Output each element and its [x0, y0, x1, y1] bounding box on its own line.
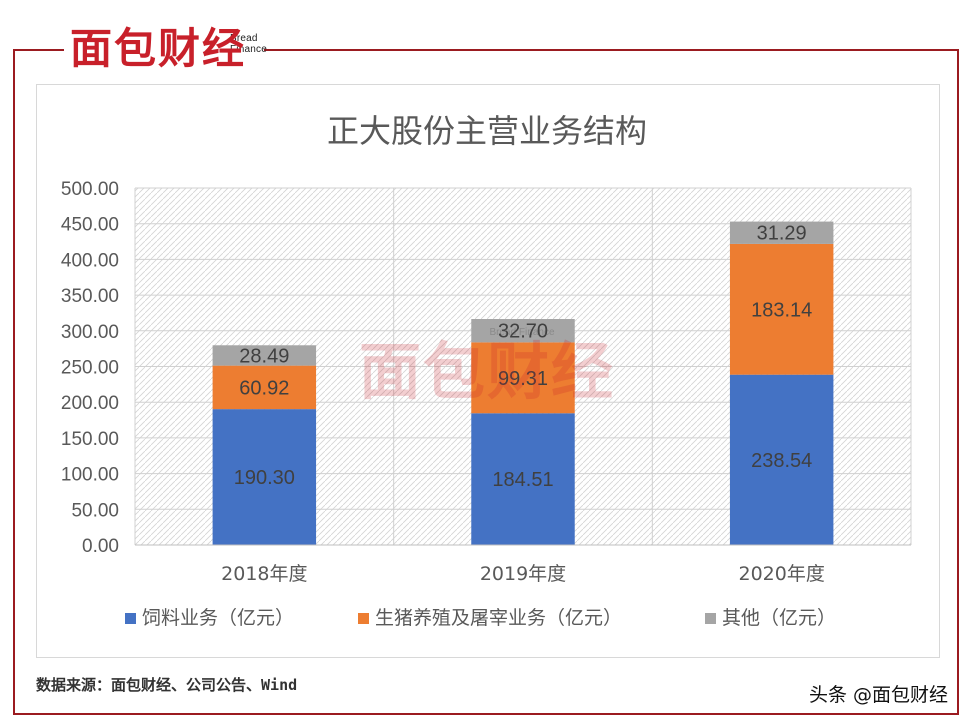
y-tick-label: 350.00	[61, 286, 119, 307]
data-label: 99.31	[498, 368, 548, 390]
y-tick-label: 0.00	[82, 536, 119, 557]
y-tick-label: 50.00	[71, 500, 119, 521]
bar-series: 190.30 60.92 28.49 184.51 99.31 32.70 238.54 18…	[212, 221, 834, 545]
brand-chinese-name: 面包财经	[70, 24, 247, 73]
y-tick-label: 200.00	[61, 393, 119, 414]
brand-logo: Bread Finance	[64, 22, 267, 82]
legend-swatch	[358, 613, 369, 624]
x-tick-label: 2018年度	[221, 563, 307, 585]
chart-container: 正大股份主营业务结构 0.00 50.00 100.00 150.00 200.00 25…	[36, 84, 940, 658]
y-tick-label: 150.00	[61, 429, 119, 450]
y-tick-label: 500.00	[61, 179, 119, 200]
author-credit: 头条 @面包财经	[808, 684, 948, 706]
watermark-english: Bread Finance	[489, 327, 554, 338]
bar-segment	[729, 221, 834, 244]
watermark: 面包财经	[359, 335, 615, 408]
bar-segment	[729, 243, 834, 375]
y-tick-label: 250.00	[61, 358, 119, 379]
bar-segment	[212, 365, 317, 410]
legend: 饲料业务（亿元） 生猪养殖及屠宰业务（亿元） 其他（亿元）	[125, 607, 836, 629]
x-axis-ticks: 2018年度 2019年度 2020年度	[135, 544, 911, 585]
data-label: 60.92	[239, 377, 289, 399]
bar-segment	[212, 409, 317, 545]
bar-segment	[212, 345, 317, 366]
bar-segment	[729, 374, 834, 545]
x-tick-label: 2019年度	[480, 563, 566, 585]
data-label: 31.29	[757, 223, 807, 245]
data-label: 190.30	[234, 467, 295, 489]
data-source-note: 数据来源：面包财经、公司公告、Wind	[36, 676, 298, 694]
data-label: 32.70	[498, 321, 548, 343]
data-label: 238.54	[751, 450, 812, 472]
data-label: 184.51	[492, 469, 553, 491]
y-axis-ticks: 0.00 50.00 100.00 150.00 200.00 250.00 300.00 3…	[61, 179, 119, 557]
bar-segment	[471, 319, 575, 343]
legend-label: 饲料业务（亿元）	[142, 607, 294, 629]
y-tick-label: 400.00	[61, 250, 119, 271]
data-label: 28.49	[239, 345, 289, 367]
legend-label: 其他（亿元）	[722, 607, 836, 629]
legend-swatch	[705, 613, 716, 624]
data-label: 183.14	[751, 299, 812, 321]
stacked-bar-chart: 正大股份主营业务结构 0.00 50.00 100.00 150.00 200.00 25…	[61, 112, 912, 629]
legend-label: 生猪养殖及屠宰业务（亿元）	[375, 607, 622, 629]
legend-swatch	[125, 613, 136, 624]
chart-title: 正大股份主营业务结构	[327, 112, 647, 150]
bar-segment	[471, 413, 575, 545]
brand-english-name: Bread Finance	[230, 33, 267, 55]
y-tick-label: 300.00	[61, 322, 119, 343]
x-tick-label: 2020年度	[738, 563, 824, 585]
y-tick-label: 450.00	[61, 215, 119, 236]
bar-segment	[471, 342, 575, 414]
y-tick-label: 100.00	[61, 465, 119, 486]
